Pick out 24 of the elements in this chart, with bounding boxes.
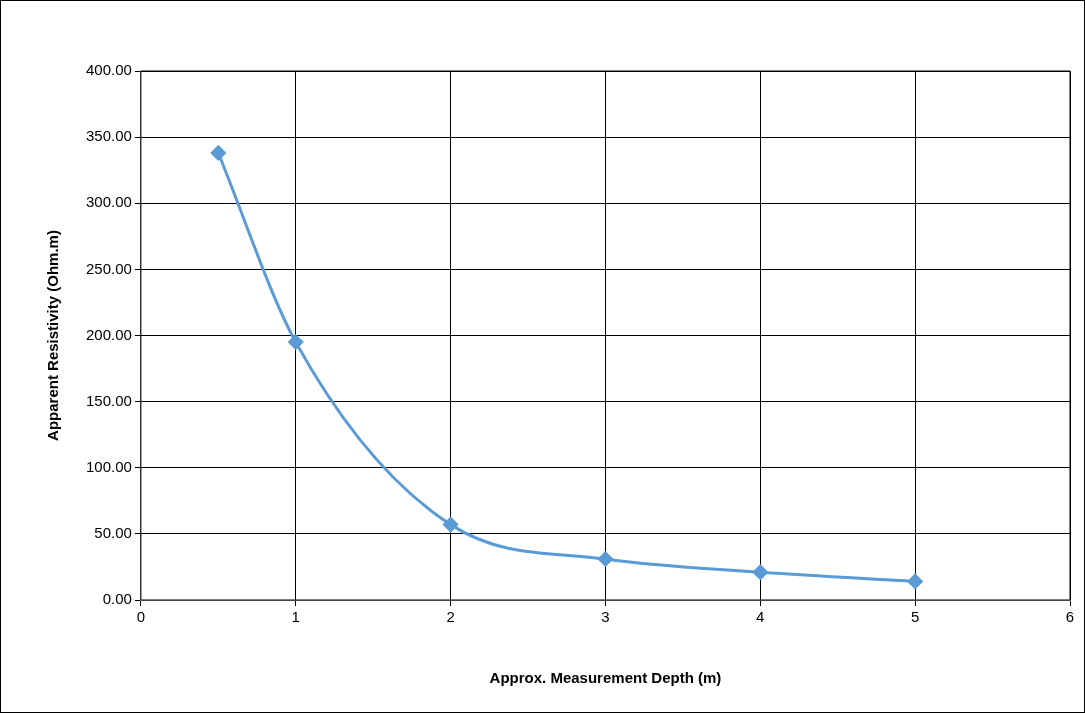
point bbox=[597, 551, 613, 567]
point bbox=[288, 334, 304, 350]
point bbox=[907, 573, 923, 589]
x-tick-label: 5 bbox=[910, 608, 920, 626]
x-axis-title: Approx. Measurement Depth (m) bbox=[489, 669, 722, 687]
y-tick-label: 200.00 bbox=[85, 325, 132, 343]
y-axis-title: Apparent Resistivity (Ohm.m) bbox=[44, 230, 62, 441]
x-tick-label: 0 bbox=[136, 608, 146, 626]
x-tick-label: 1 bbox=[291, 608, 300, 626]
y-tick-label: 50.00 bbox=[94, 524, 132, 542]
y-tick-label: 300.00 bbox=[85, 193, 132, 211]
x-tick-label: 4 bbox=[756, 608, 765, 626]
y-tick-label: 350.00 bbox=[85, 127, 132, 145]
x-tick-label: 2 bbox=[446, 608, 455, 626]
point bbox=[443, 517, 459, 533]
x-tick-label: 6 bbox=[1065, 608, 1075, 626]
point bbox=[752, 564, 768, 580]
x-tick-label: 3 bbox=[601, 608, 610, 626]
y-tick-label: 0.00 bbox=[102, 590, 132, 608]
y-tick-label: 100.00 bbox=[85, 457, 132, 475]
point bbox=[210, 145, 226, 161]
y-tick-label: 150.00 bbox=[85, 391, 132, 409]
y-tick-label: 400.00 bbox=[85, 61, 132, 79]
y-tick-label: 250.00 bbox=[85, 259, 132, 277]
